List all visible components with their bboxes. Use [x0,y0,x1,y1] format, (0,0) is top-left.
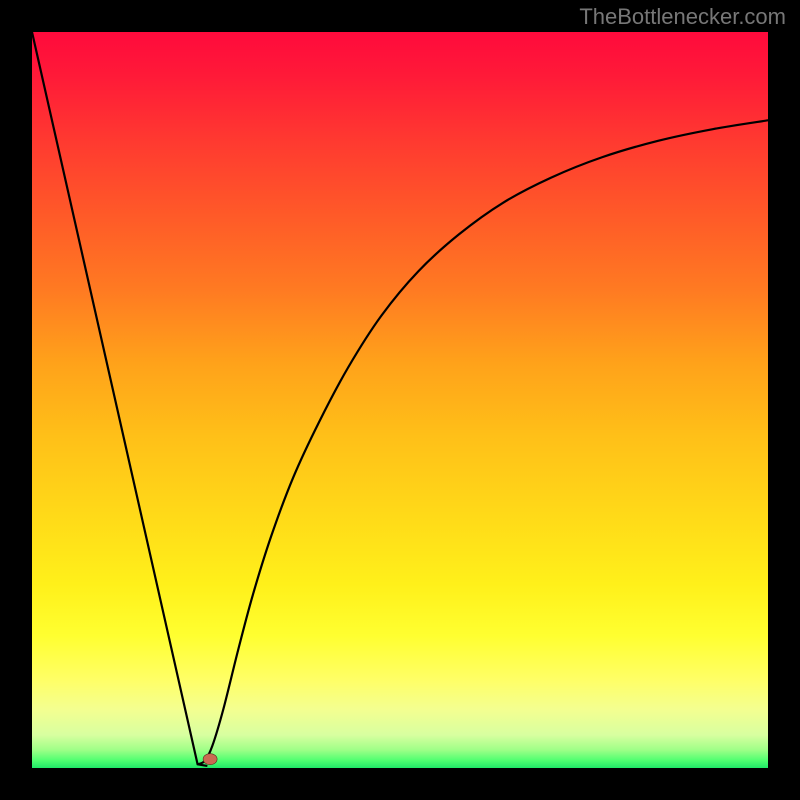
watermark-text: TheBottlenecker.com [579,4,786,30]
chart-frame: TheBottlenecker.com [0,0,800,800]
chart-svg [0,0,800,800]
gradient-plot-area [32,32,768,768]
optimal-point-marker [203,754,217,765]
